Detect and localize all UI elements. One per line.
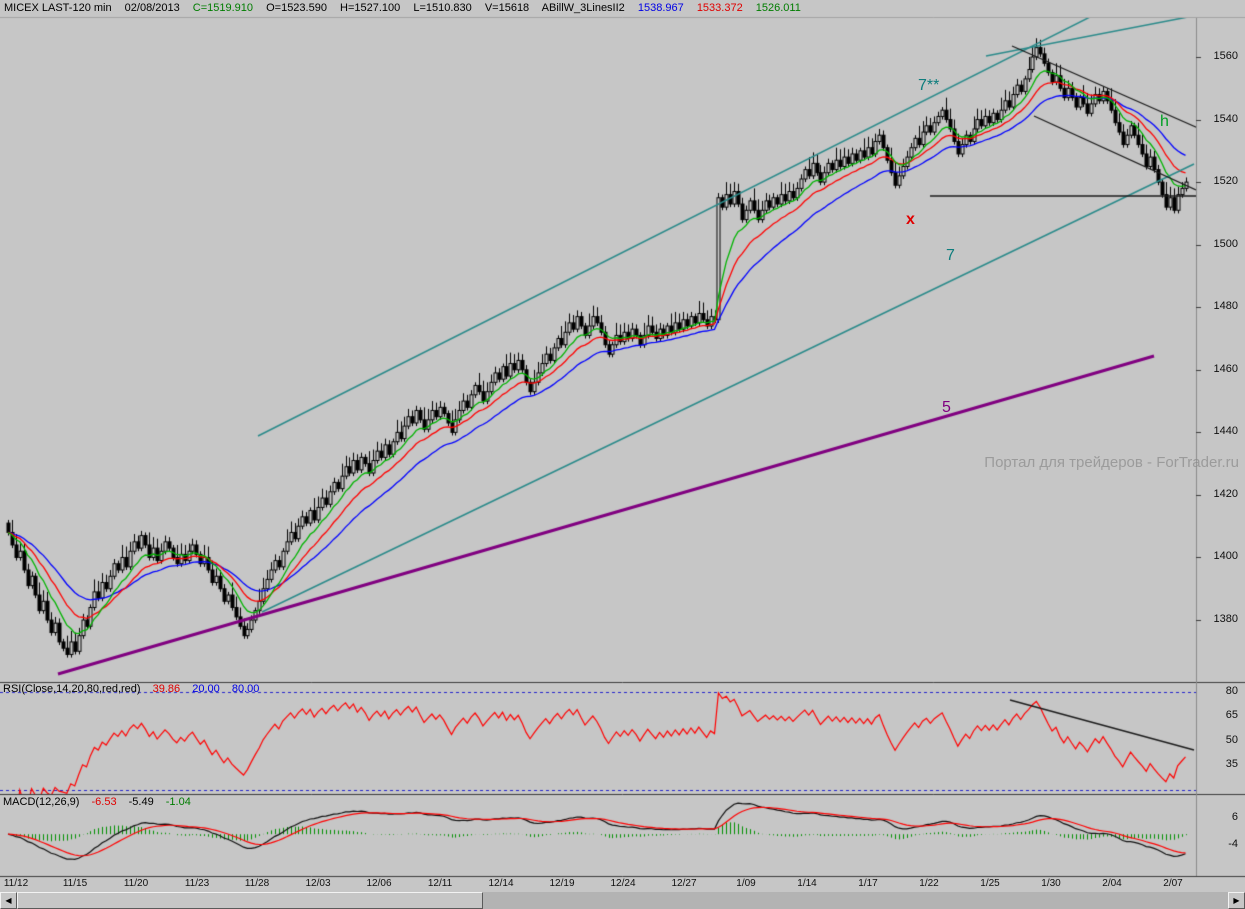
price-axis-label: 1440 xyxy=(1213,425,1238,438)
x-axis-label: 1/22 xyxy=(919,878,939,889)
x-axis-label: 11/20 xyxy=(123,878,149,889)
x-axis-label: 1/17 xyxy=(858,878,878,889)
x-axis-label: 1/30 xyxy=(1041,878,1061,889)
x-axis-label: 11/15 xyxy=(62,878,88,889)
x-axis-label: 1/14 xyxy=(797,878,817,889)
rsi-axis-label: 80 xyxy=(1225,685,1238,697)
price-axis-label: 1500 xyxy=(1213,237,1238,250)
x-axis-label: 12/27 xyxy=(671,878,697,889)
scroll-left-icon: ◀ xyxy=(5,896,12,905)
rsi-formula: RSI(Close,14,20,80,red,red) xyxy=(3,683,141,695)
x-axis-label: 11/28 xyxy=(244,878,270,889)
indicator-line1-value: 1538.967 xyxy=(637,2,684,14)
price-axis-label: 1420 xyxy=(1213,487,1238,500)
price-axis-label: 1540 xyxy=(1213,112,1238,125)
scroll-right-button[interactable]: ▶ xyxy=(1228,892,1245,909)
x-axis-label: 12/06 xyxy=(366,878,392,889)
macd-signal-value: -5.49 xyxy=(128,796,154,808)
indicator-name: ABillW_3LinesII2 xyxy=(541,2,625,14)
quote-high: H=1527.100 xyxy=(340,2,401,14)
x-axis-label: 12/11 xyxy=(427,878,453,889)
chart-header: MICEX LAST-120 min 02/08/2013 C=1519.910… xyxy=(4,2,811,14)
macd-axis-label: -4 xyxy=(1228,838,1238,850)
scroll-right-icon: ▶ xyxy=(1233,896,1240,905)
chart-annotation: x xyxy=(906,211,915,228)
rsi-axis-label: 50 xyxy=(1225,733,1238,746)
rsi-label-row: RSI(Close,14,20,80,red,red) 39.86 20.00 … xyxy=(3,683,268,695)
chart-annotation: 7** xyxy=(918,77,940,94)
macd-current-value: -6.53 xyxy=(91,796,117,808)
quote-open: O=1523.590 xyxy=(266,2,327,14)
macd-label-row: MACD(12,26,9) -6.53 -5.49 -1.04 xyxy=(3,796,200,808)
horizontal-scrollbar[interactable]: ◀ ▶ xyxy=(0,892,1245,909)
x-axis-label: 1/25 xyxy=(980,878,1000,889)
x-axis-label: 11/23 xyxy=(184,878,210,889)
quote-volume: V=15618 xyxy=(484,2,530,14)
symbol-timeframe: MICEX LAST-120 min xyxy=(4,2,112,14)
rsi-axis-label: 65 xyxy=(1225,709,1238,722)
quote-date: 02/08/2013 xyxy=(124,2,180,14)
quote-close: C=1519.910 xyxy=(192,2,254,14)
scroll-left-button[interactable]: ◀ xyxy=(0,892,17,909)
rsi-axis-label: 35 xyxy=(1225,758,1238,771)
macd-formula: MACD(12,26,9) xyxy=(3,796,80,808)
macd-hist-value: -1.04 xyxy=(165,796,191,808)
x-axis-label: 2/04 xyxy=(1102,878,1122,889)
x-axis-label: 11/12 xyxy=(3,878,29,889)
price-axis-label: 1400 xyxy=(1213,550,1238,563)
chart-annotation: h xyxy=(1160,113,1169,130)
chart-annotation: 7 xyxy=(946,247,955,264)
x-axis-label: 12/24 xyxy=(610,878,636,889)
price-axis-label: 1560 xyxy=(1213,50,1238,62)
chart-annotation: 5 xyxy=(942,399,951,416)
price-axis-label: 1520 xyxy=(1213,175,1238,188)
price-axis-label: 1460 xyxy=(1213,362,1238,375)
macd-axis-label: 6 xyxy=(1231,811,1238,823)
x-axis-label: 12/14 xyxy=(488,878,514,889)
x-axis-label: 1/09 xyxy=(736,878,756,889)
indicator-line2-value: 1533.372 xyxy=(696,2,743,14)
rsi-level-low: 20.00 xyxy=(192,683,220,695)
x-axis-label: 12/19 xyxy=(549,878,575,889)
scrollbar-thumb[interactable] xyxy=(17,892,483,909)
x-axis-label: 12/03 xyxy=(305,878,331,889)
quote-low: L=1510.830 xyxy=(413,2,472,14)
x-axis-label: 2/07 xyxy=(1163,878,1183,889)
price-axis-label: 1380 xyxy=(1213,613,1238,626)
indicator-line3-value: 1526.011 xyxy=(755,2,801,14)
rsi-current-value: 39.86 xyxy=(152,683,181,695)
rsi-level-high: 80.00 xyxy=(231,683,260,695)
price-axis-label: 1480 xyxy=(1213,300,1238,313)
